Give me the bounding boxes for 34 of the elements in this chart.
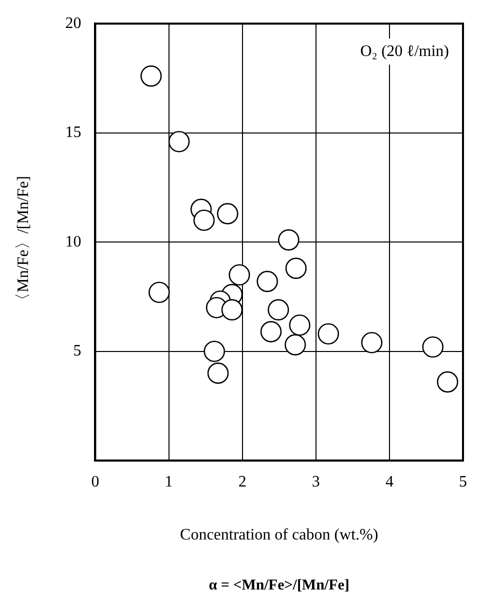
x-tick-label: 3 xyxy=(312,473,320,490)
point xyxy=(207,362,229,384)
x-tick-label: 0 xyxy=(91,473,100,490)
point xyxy=(221,299,243,320)
point xyxy=(193,210,215,231)
y-tick-label: 15 xyxy=(65,124,82,142)
point xyxy=(422,336,444,358)
point xyxy=(260,321,282,342)
annotation: O₂ (20 ℓ/min) xyxy=(360,42,449,60)
point xyxy=(228,264,250,286)
point xyxy=(168,130,190,152)
point xyxy=(318,323,340,345)
x-tick-label: 1 xyxy=(164,473,173,490)
y-tick-label: 20 xyxy=(65,14,82,32)
point xyxy=(284,334,306,356)
point xyxy=(140,65,162,87)
point xyxy=(436,371,458,393)
y-axis-title: 〈Mn/Fe〉/[Mn/Fe] xyxy=(14,176,32,308)
x-axis-title: Concentration of cabon (wt.%) xyxy=(180,526,378,544)
point xyxy=(361,332,382,354)
point xyxy=(148,282,170,304)
y-tick-label: 5 xyxy=(73,342,82,360)
point xyxy=(278,229,300,251)
y-tick-label: 10 xyxy=(65,233,82,250)
point xyxy=(256,270,278,292)
x-tick-label: 5 xyxy=(459,473,467,490)
point xyxy=(285,258,307,279)
x-tick-label: 2 xyxy=(238,473,246,490)
point xyxy=(216,203,238,224)
point xyxy=(204,340,226,362)
x-tick-label: 4 xyxy=(385,473,394,490)
point xyxy=(289,314,310,336)
text: α = <Mn/Fe>/[Mn/Fe] xyxy=(208,577,350,594)
point xyxy=(268,299,290,320)
